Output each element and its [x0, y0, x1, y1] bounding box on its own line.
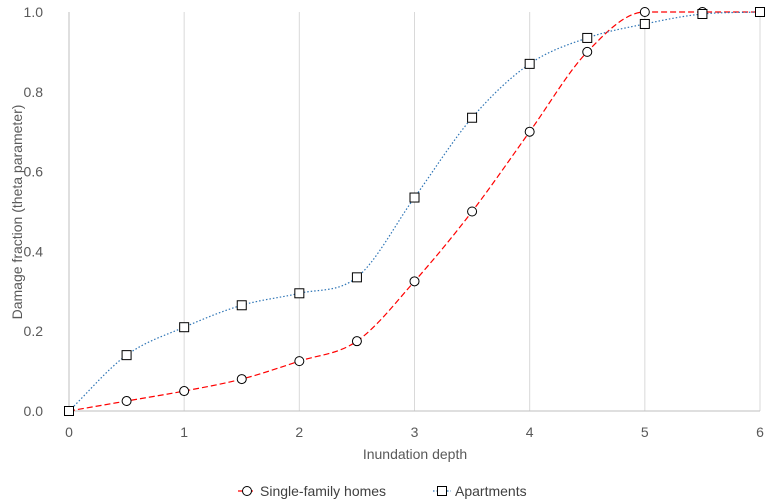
x-tick-label: 6 — [756, 424, 764, 440]
data-point — [294, 288, 305, 299]
x-tick-label: 0 — [65, 424, 73, 440]
data-point — [467, 206, 478, 217]
data-point — [697, 8, 708, 19]
legend-label: Apartments — [455, 483, 527, 499]
data-point — [409, 276, 420, 287]
tick-labels: 0 1 2 3 4 5 6 0.0 0.2 0.4 0.6 0.8 1.0 — [24, 4, 765, 440]
x-tick-label: 5 — [641, 424, 649, 440]
data-point — [121, 396, 132, 407]
x-tick-label: 2 — [295, 424, 303, 440]
legend-item: Single-family homes — [238, 483, 386, 499]
x-tick-label: 1 — [180, 424, 188, 440]
data-point — [524, 58, 535, 69]
y-tick-label: 0.0 — [24, 403, 44, 419]
legend-item: Apartments — [433, 483, 527, 499]
x-axis-title: Inundation depth — [363, 446, 467, 462]
axes — [68, 12, 760, 412]
data-point — [639, 18, 650, 29]
data-point — [294, 356, 305, 367]
legend-label: Single-family homes — [260, 483, 386, 499]
data-point — [121, 350, 132, 361]
data-point — [467, 112, 478, 123]
legend-marker — [242, 486, 252, 496]
data-point — [236, 300, 247, 311]
y-tick-label: 0.6 — [24, 164, 44, 180]
series-layer — [64, 7, 765, 416]
data-point — [582, 46, 593, 57]
data-point — [351, 272, 362, 283]
legend: Single-family homes Apartments — [238, 483, 527, 499]
y-axis-title: Damage fraction (theta parameter) — [9, 105, 25, 320]
data-point — [351, 336, 362, 347]
data-point — [755, 7, 765, 17]
data-point — [409, 192, 420, 203]
data-point — [639, 7, 650, 17]
y-tick-label: 0.2 — [24, 323, 44, 339]
data-point — [582, 32, 593, 43]
x-tick-label: 4 — [526, 424, 534, 440]
gridlines — [183, 12, 761, 411]
data-point — [236, 374, 247, 385]
legend-marker — [437, 486, 447, 496]
y-tick-label: 1.0 — [24, 4, 44, 20]
x-tick-label: 3 — [411, 424, 419, 440]
data-point — [524, 126, 535, 137]
y-tick-label: 0.4 — [24, 243, 44, 259]
data-point — [64, 406, 74, 416]
data-point — [179, 322, 190, 333]
data-point — [179, 386, 190, 397]
y-tick-label: 0.8 — [24, 84, 44, 100]
series-apartments — [64, 7, 765, 416]
